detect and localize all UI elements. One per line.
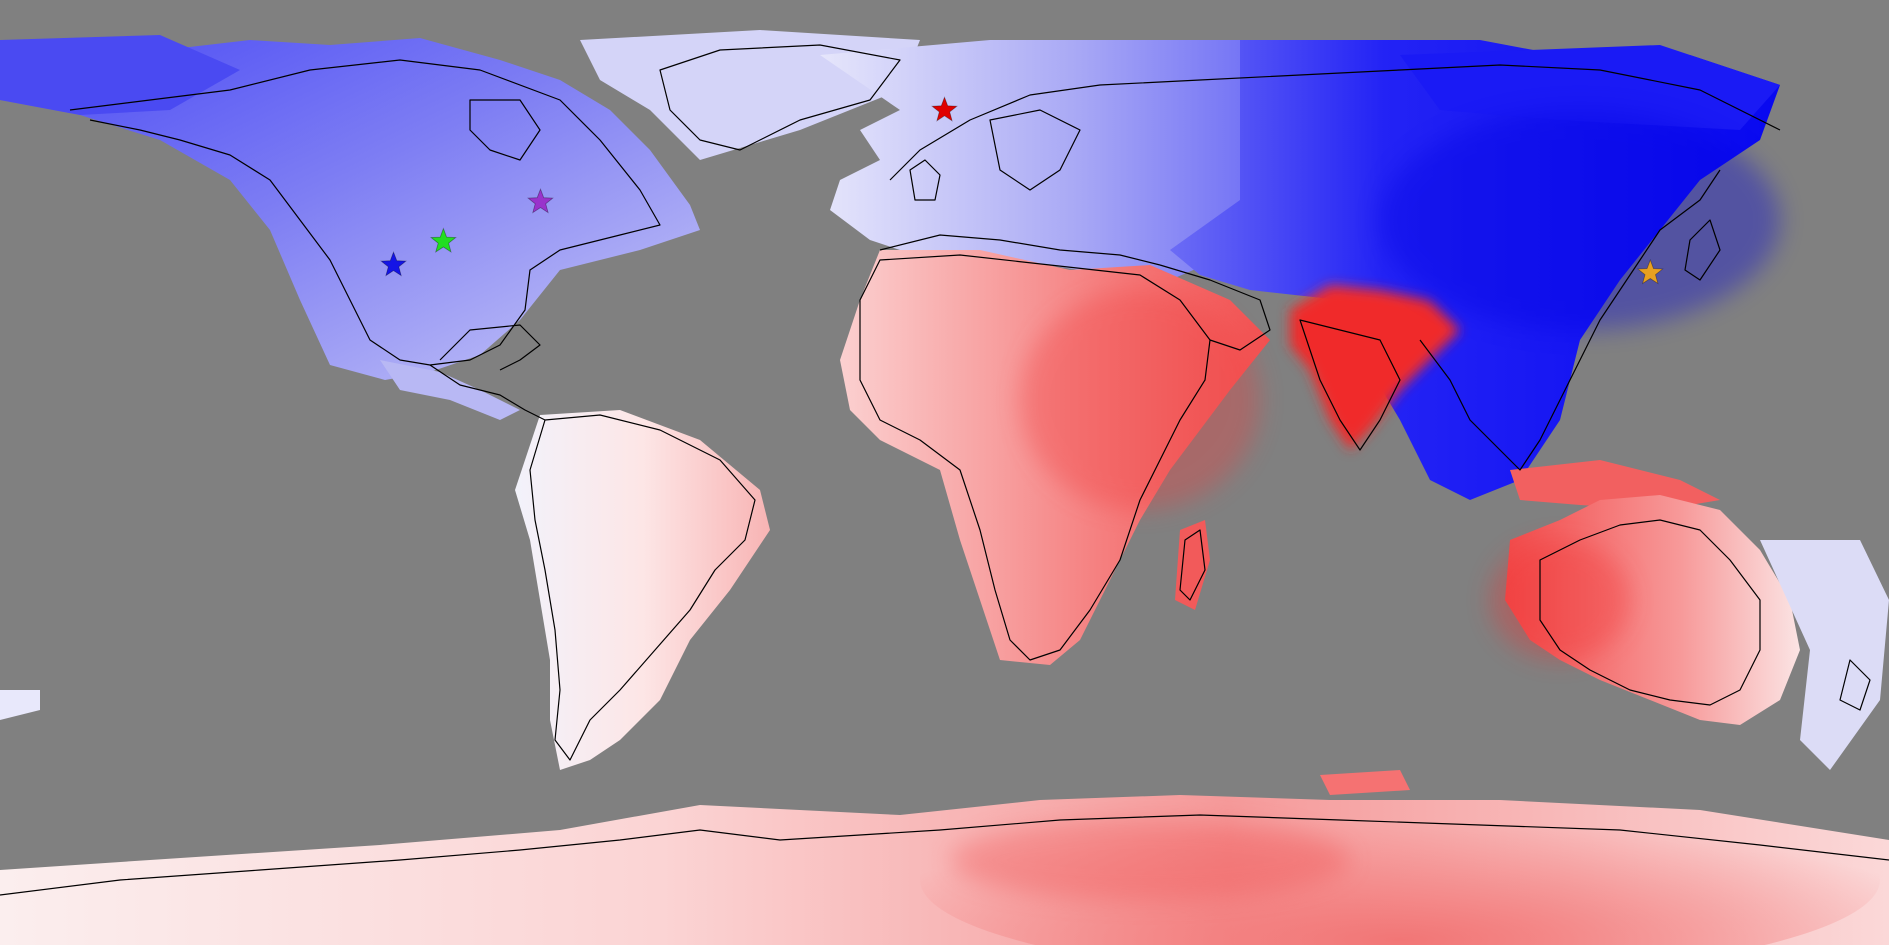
coast-australia <box>1539 519 1761 706</box>
marker-purple-star-icon <box>527 187 554 214</box>
coast-central-america <box>429 364 546 421</box>
coast-uk <box>909 159 941 201</box>
coast-new-zealand <box>1839 659 1871 711</box>
region-sw-patch <box>0 690 40 720</box>
coast-north-america <box>69 59 661 366</box>
coast-europe <box>889 64 1781 181</box>
coast-gulf-mexico <box>439 324 541 371</box>
region-central-america <box>380 360 520 420</box>
coast-south-america <box>529 414 756 761</box>
region-siberia-cap <box>1400 45 1780 130</box>
coastlines <box>0 44 1889 896</box>
coast-madagascar <box>1179 529 1206 601</box>
coast-india <box>1299 319 1401 451</box>
marker-orange-star-icon <box>1636 258 1664 285</box>
field-layer <box>0 30 1889 945</box>
region-pacific-east <box>1760 540 1889 770</box>
markers-layer <box>380 96 1664 285</box>
coast-greenland <box>659 44 901 151</box>
coast-mediterranean <box>879 234 1161 266</box>
coast-arabia <box>1159 264 1271 351</box>
coast-japan <box>1684 219 1721 281</box>
marker-red-star-icon <box>931 96 958 122</box>
coast-antarctica <box>0 814 1889 896</box>
region-south-america <box>515 410 770 770</box>
marker-green-star-icon <box>429 227 457 253</box>
region-arctic-west <box>0 35 240 115</box>
coast-se-asia <box>1419 169 1721 471</box>
coast-scandinavia <box>989 109 1081 191</box>
marker-blue-star-icon <box>380 250 407 277</box>
region-ross-island <box>1320 770 1410 795</box>
contour-banding <box>950 110 1780 900</box>
coast-hudson-bay <box>469 99 541 161</box>
coast-africa <box>859 254 1211 661</box>
region-north-america <box>0 38 700 380</box>
region-europe <box>820 40 1330 280</box>
region-india <box>1290 285 1460 450</box>
